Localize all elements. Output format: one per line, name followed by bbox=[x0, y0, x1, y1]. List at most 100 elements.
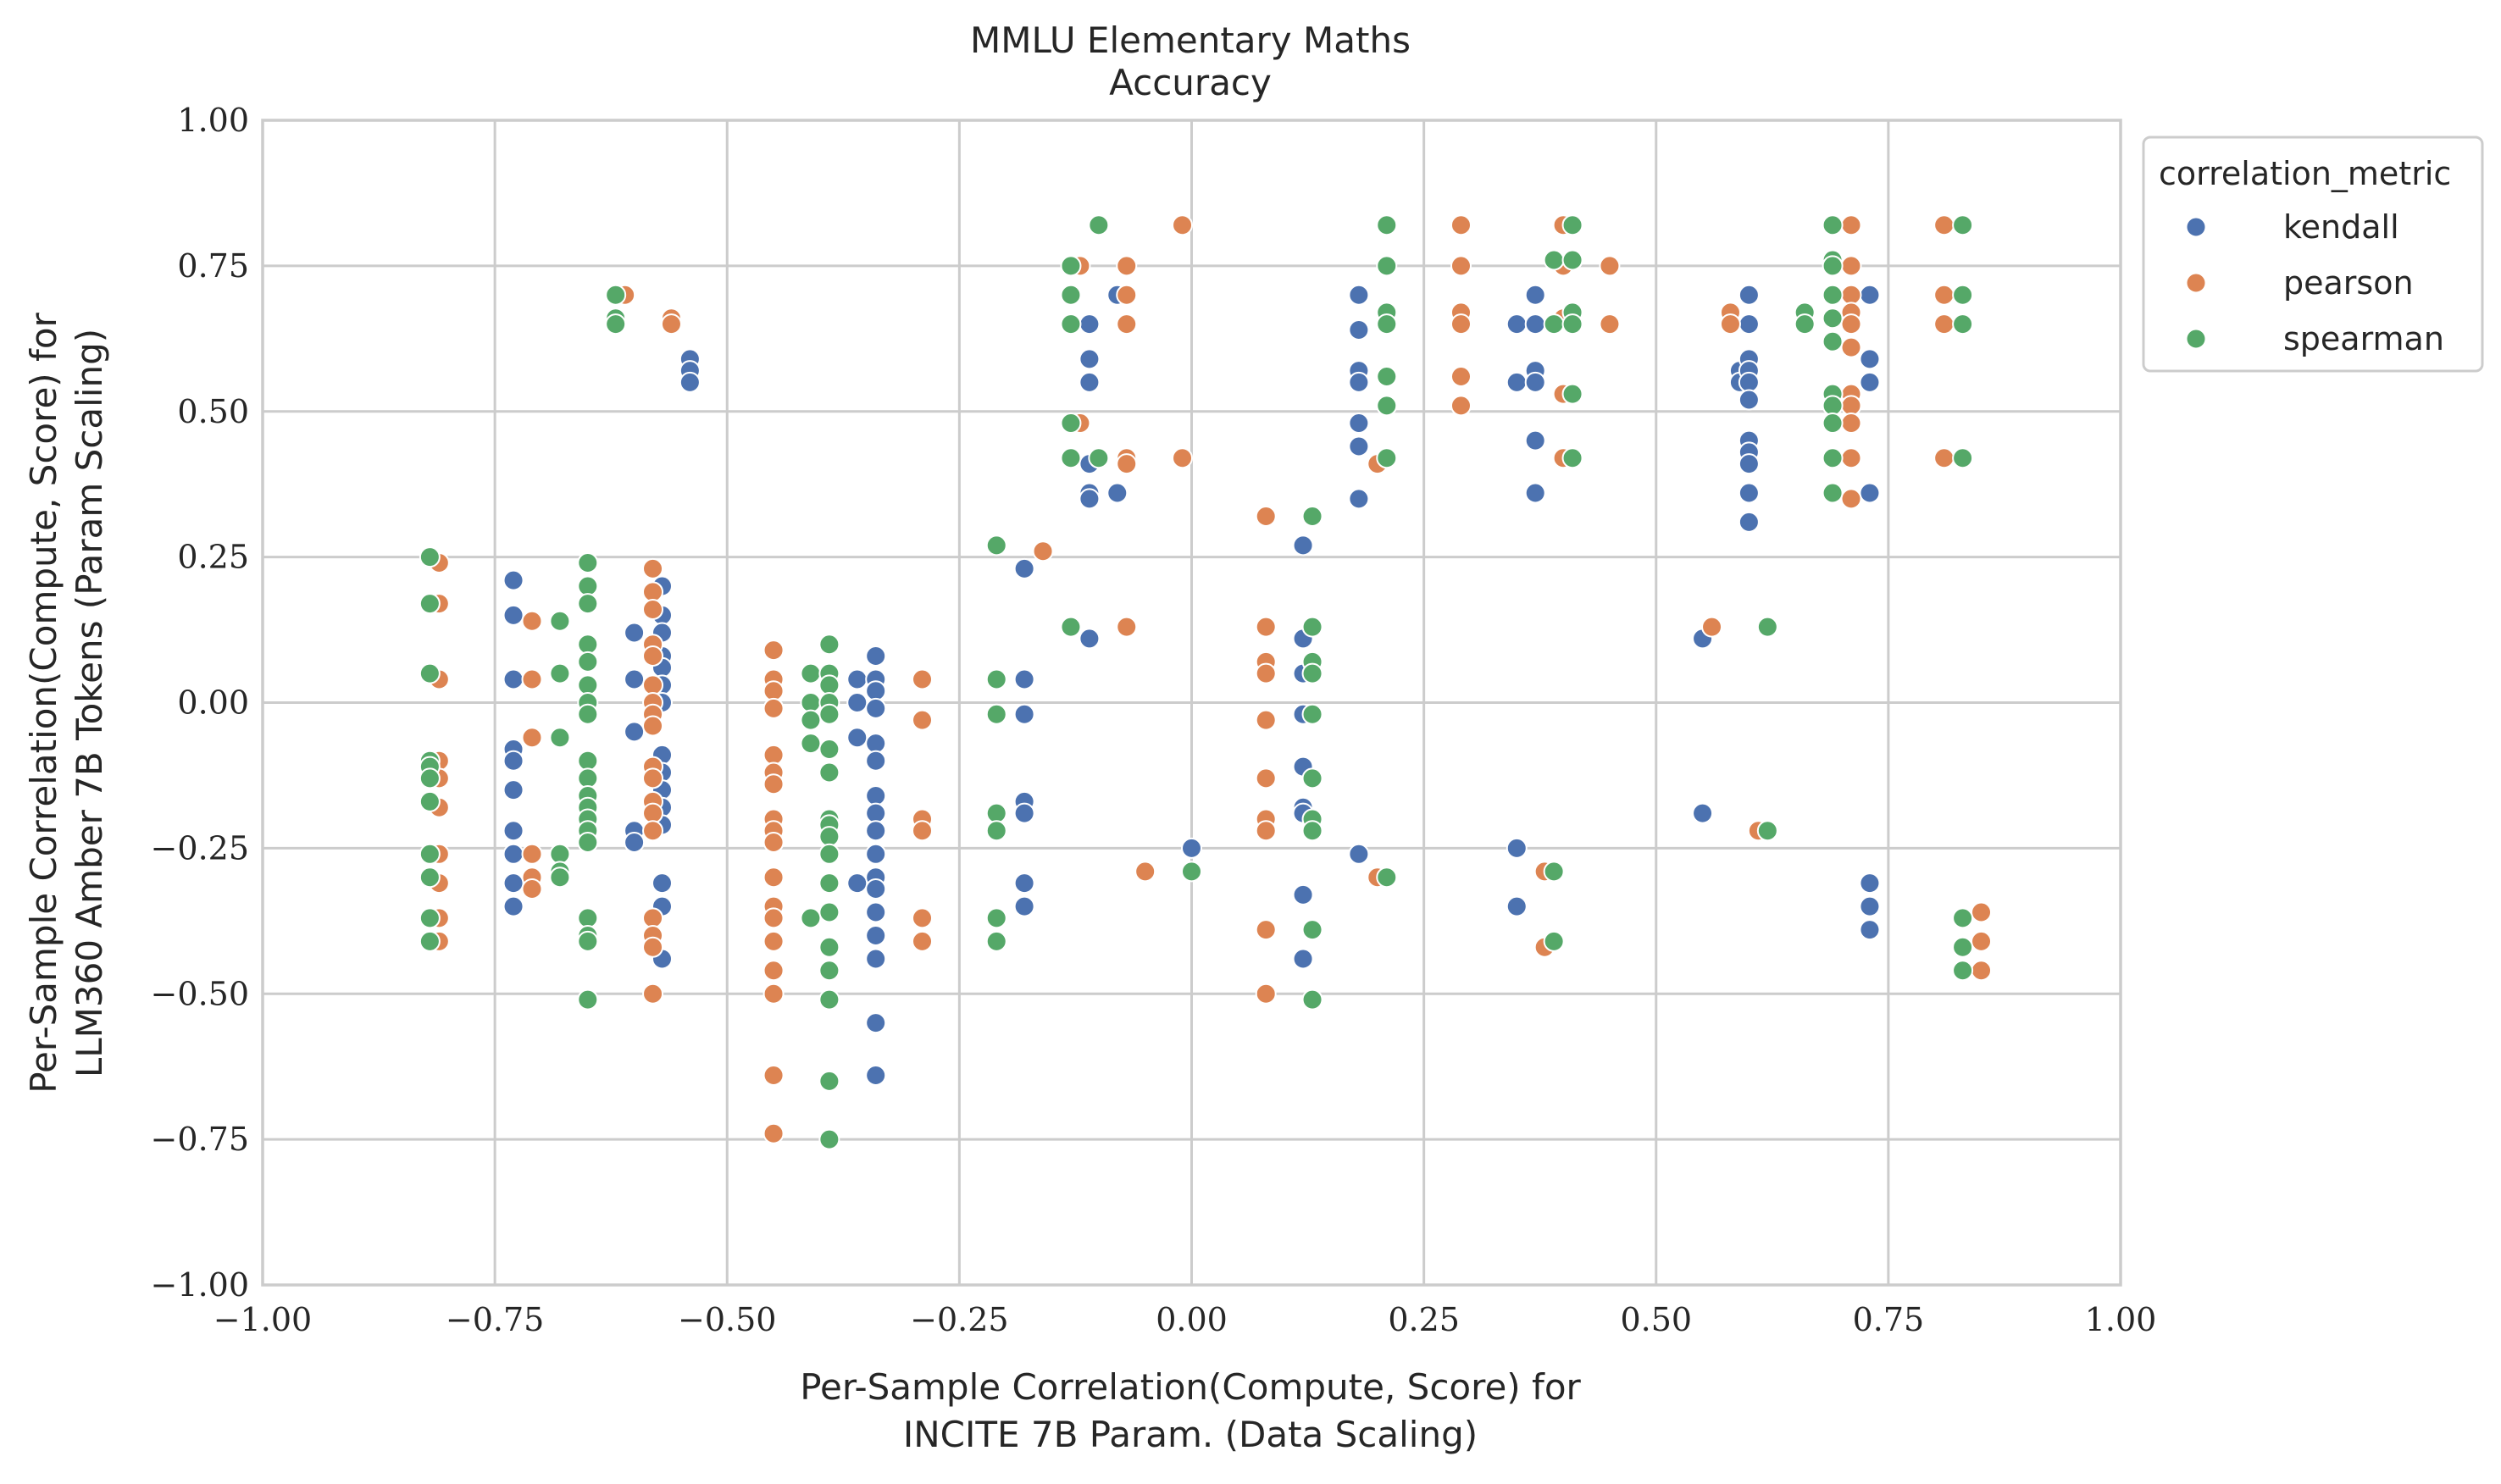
chart-title: MMLU Elementary Maths bbox=[970, 19, 1411, 61]
point-kendall bbox=[624, 622, 646, 644]
point-pearson bbox=[1840, 413, 1862, 434]
legend-label-spearman: spearman bbox=[2283, 320, 2444, 357]
point-spearman bbox=[1952, 936, 1974, 958]
point-spearman bbox=[1376, 867, 1398, 889]
point-kendall bbox=[1506, 313, 1528, 335]
point-kendall bbox=[865, 843, 887, 865]
point-pearson bbox=[762, 960, 785, 982]
point-spearman bbox=[1301, 988, 1323, 1011]
point-pearson bbox=[762, 773, 785, 795]
point-kendall bbox=[502, 750, 524, 772]
point-spearman bbox=[985, 668, 1007, 690]
point-spearman bbox=[577, 930, 599, 952]
point-spearman bbox=[818, 988, 840, 1011]
point-kendall bbox=[865, 750, 887, 772]
point-spearman bbox=[818, 634, 840, 656]
point-kendall bbox=[1348, 319, 1370, 341]
point-pearson bbox=[1933, 447, 1955, 469]
point-spearman bbox=[1543, 249, 1565, 271]
point-kendall bbox=[502, 569, 524, 591]
x-tick-label: 1.00 bbox=[2085, 1301, 2157, 1338]
point-pearson bbox=[642, 715, 664, 737]
point-spearman bbox=[1561, 447, 1583, 469]
point-kendall bbox=[865, 820, 887, 842]
point-kendall bbox=[865, 785, 887, 806]
y-tick-label: 0.50 bbox=[177, 393, 249, 430]
point-kendall bbox=[846, 872, 868, 894]
point-kendall bbox=[1859, 348, 1881, 370]
point-kendall bbox=[1348, 371, 1370, 393]
point-pearson bbox=[1840, 214, 1862, 236]
point-kendall bbox=[624, 668, 646, 690]
point-spearman bbox=[1301, 767, 1323, 789]
point-pearson bbox=[762, 867, 785, 889]
y-tick-label: −0.25 bbox=[151, 829, 249, 867]
point-pearson bbox=[762, 832, 785, 853]
point-pearson bbox=[642, 907, 664, 929]
point-spearman bbox=[1060, 313, 1082, 335]
point-pearson bbox=[1255, 983, 1277, 1005]
point-pearson bbox=[1840, 284, 1862, 306]
point-spearman bbox=[419, 767, 441, 789]
point-pearson bbox=[660, 313, 682, 335]
point-pearson bbox=[642, 983, 664, 1005]
series-spearman bbox=[419, 214, 1974, 1150]
point-spearman bbox=[577, 651, 599, 673]
point-pearson bbox=[1255, 616, 1277, 638]
point-pearson bbox=[1840, 336, 1862, 358]
point-spearman bbox=[1756, 820, 1778, 842]
point-pearson bbox=[762, 1122, 785, 1144]
point-pearson bbox=[1933, 313, 1955, 335]
point-spearman bbox=[1543, 861, 1565, 883]
y-tick-label: 0.00 bbox=[177, 684, 249, 722]
point-pearson bbox=[642, 936, 664, 958]
point-spearman bbox=[549, 662, 571, 684]
point-spearman bbox=[1561, 214, 1583, 236]
point-spearman bbox=[1561, 383, 1583, 405]
point-spearman bbox=[985, 930, 1007, 952]
point-spearman bbox=[1301, 919, 1323, 941]
point-kendall bbox=[679, 371, 701, 393]
point-spearman bbox=[577, 750, 599, 772]
point-pearson bbox=[1255, 506, 1277, 527]
point-kendall bbox=[1348, 488, 1370, 510]
point-kendall bbox=[1079, 371, 1101, 393]
point-pearson bbox=[1840, 255, 1862, 277]
point-kendall bbox=[1013, 802, 1035, 824]
point-spearman bbox=[800, 907, 822, 929]
y-tick-label: 1.00 bbox=[177, 102, 249, 139]
point-pearson bbox=[1116, 313, 1138, 335]
point-kendall bbox=[1692, 802, 1714, 824]
point-spearman bbox=[1822, 214, 1844, 236]
point-pearson bbox=[1840, 488, 1862, 510]
point-kendall bbox=[1738, 482, 1760, 504]
legend-marker-spearman bbox=[2185, 328, 2207, 350]
point-pearson bbox=[762, 907, 785, 929]
point-spearman bbox=[1543, 313, 1565, 335]
point-pearson bbox=[912, 907, 934, 929]
point-pearson bbox=[762, 680, 785, 702]
point-spearman bbox=[1060, 413, 1082, 434]
point-spearman bbox=[577, 703, 599, 725]
legend-label-kendall: kendall bbox=[2283, 208, 2399, 246]
point-spearman bbox=[1376, 255, 1398, 277]
x-axis-label-line1: Per-Sample Correlation(Compute, Score) f… bbox=[800, 1366, 1581, 1408]
point-kendall bbox=[1506, 837, 1528, 859]
plot-frame bbox=[261, 119, 2122, 1287]
point-pearson bbox=[521, 878, 543, 900]
point-pearson bbox=[1255, 709, 1277, 731]
point-kendall bbox=[1013, 668, 1035, 690]
point-spearman bbox=[577, 832, 599, 853]
point-pearson bbox=[642, 581, 664, 603]
point-kendall bbox=[1013, 557, 1035, 579]
point-kendall bbox=[502, 668, 524, 690]
point-spearman bbox=[1376, 214, 1398, 236]
point-kendall bbox=[1738, 511, 1760, 533]
point-kendall bbox=[865, 1012, 887, 1034]
point-kendall bbox=[1348, 413, 1370, 434]
point-spearman bbox=[549, 843, 571, 865]
point-pearson bbox=[912, 709, 934, 731]
point-kendall bbox=[1292, 948, 1314, 970]
